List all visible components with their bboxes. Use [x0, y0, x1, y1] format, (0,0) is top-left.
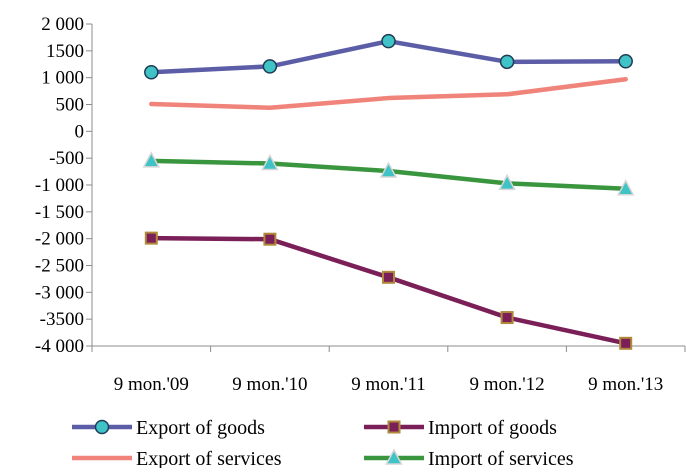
- series-lines: [142, 33, 635, 350]
- x-tick-label: 9 mon.'09: [114, 374, 189, 395]
- data-point: [379, 161, 398, 178]
- legend-marker: [94, 419, 110, 435]
- legend-label: Import of goods: [428, 417, 557, 439]
- series-line: [149, 235, 628, 346]
- x-tick-label: 9 mon.'12: [469, 374, 544, 395]
- y-tick-label: 0: [75, 121, 85, 142]
- y-tick-label: -500: [49, 148, 84, 169]
- data-point: [142, 151, 161, 168]
- legend-item: Export of services: [72, 448, 282, 470]
- y-tick-label: -3 000: [35, 282, 84, 303]
- data-point: [500, 311, 514, 325]
- data-point: [381, 33, 396, 49]
- data-point: [619, 336, 633, 350]
- series-group: [142, 151, 635, 196]
- y-tick-label: -3500: [40, 309, 84, 330]
- series-group: [144, 231, 633, 350]
- y-tick-label: 2 000: [41, 14, 84, 35]
- legend-item: Import of goods: [364, 417, 557, 439]
- legend-label: Import of services: [428, 448, 574, 468]
- x-axis-ticks: 9 mon.'09 9 mon.'10 9 mon.'11 9 mon.'12 9 mo…: [91, 346, 686, 395]
- legend-label: Export of goods: [136, 417, 265, 439]
- data-point: [262, 59, 278, 74]
- y-tick-label: -2 000: [35, 229, 84, 250]
- data-point: [382, 270, 395, 284]
- legend-item: Import of services: [364, 448, 574, 470]
- legend: Export of goods Import of goods Export of …: [72, 417, 574, 470]
- data-point: [498, 173, 516, 191]
- data-point: [261, 153, 279, 171]
- data-point: [144, 65, 159, 80]
- x-tick-label: 9 mon.'11: [351, 374, 426, 395]
- y-tick-label: 1500: [46, 41, 84, 62]
- data-point: [263, 232, 277, 246]
- series-group: [149, 77, 628, 110]
- y-axis-ticks: 2 000 1500 1 000 500 0 -500 -1 000 -1 500 -2 000…: [35, 14, 92, 357]
- x-tick-label: 9 mon.'10: [232, 374, 307, 395]
- legend-label: Export of services: [136, 448, 282, 468]
- series-group: [144, 33, 633, 80]
- data-point: [616, 179, 635, 196]
- legend-marker: [385, 448, 403, 465]
- data-point: [618, 54, 633, 69]
- y-tick-label: -1 000: [35, 175, 84, 196]
- legend-item: Export of goods: [72, 417, 265, 439]
- x-tick-label: 9 mon.'13: [588, 374, 663, 395]
- series-line: [149, 77, 628, 110]
- y-tick-label: 500: [56, 95, 85, 116]
- data-point: [144, 231, 158, 245]
- data-point: [499, 54, 515, 70]
- y-tick-label: 1 000: [41, 68, 84, 89]
- y-tick-label: -1 500: [35, 202, 84, 223]
- y-tick-label: -4 000: [35, 336, 84, 357]
- y-tick-label: -2 500: [35, 256, 84, 277]
- legend-marker: [387, 420, 401, 434]
